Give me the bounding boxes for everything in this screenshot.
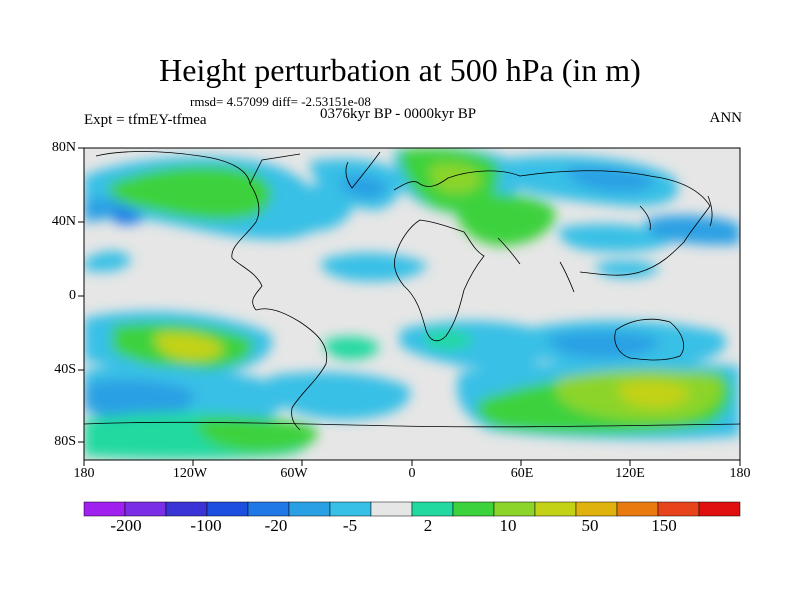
coastline [84, 421, 740, 428]
coastlines [84, 151, 740, 431]
lat-label-eq: 0 [69, 288, 76, 303]
colorbar-swatch [698, 501, 741, 517]
contour-region [618, 381, 690, 408]
coastline [639, 205, 651, 231]
colorbar-swatch [657, 501, 700, 517]
colorbar-label: 50 [581, 516, 599, 535]
colorbar-swatch [411, 501, 454, 517]
coastline [497, 237, 521, 265]
lon-label-120e: 120E [615, 466, 645, 481]
colorbar-swatch [288, 501, 331, 517]
colorbar-swatch [575, 501, 618, 517]
contour-region [266, 184, 354, 232]
coastline [345, 151, 381, 189]
lat-label-80n: 80N [51, 140, 76, 155]
colorbar-swatch [165, 501, 208, 517]
colorbar-swatch [493, 501, 536, 517]
coastline [95, 151, 301, 311]
contour-region [424, 330, 474, 350]
coastline [559, 261, 575, 293]
stats-text: rmsd= 4.57099 diff= -2.53151e-08 [190, 94, 371, 109]
axis-ticks [78, 147, 741, 466]
colorbar-swatch [206, 501, 249, 517]
contour-region [266, 372, 411, 420]
contour-region [559, 223, 676, 252]
contour-region [155, 332, 224, 361]
lat-label-80s: 80S [54, 434, 76, 449]
lon-label-180w: 180 [73, 466, 95, 481]
lat-label-40n: 40N [51, 214, 76, 229]
contour-region [595, 260, 660, 278]
coastline [614, 318, 684, 361]
contour-region [339, 175, 388, 199]
coastline [393, 170, 711, 276]
period-label: 0376kyr BP - 0000kyr BP [320, 106, 477, 122]
contour-region [324, 336, 380, 360]
colorbar-label: -20 [264, 516, 288, 535]
colorbar-swatch [370, 501, 413, 517]
colorbar-label: -5 [342, 516, 358, 535]
contour-field [84, 148, 740, 460]
colorbar-label: 2 [423, 516, 433, 535]
colorbar-swatch [452, 501, 495, 517]
colorbar-label: 10 [499, 516, 517, 535]
lon-label-180e: 180 [729, 466, 751, 481]
contour-region [84, 251, 132, 272]
page-title: Height perturbation at 500 hPa (in m) [159, 52, 641, 88]
contour-region [84, 379, 195, 420]
colorbar-swatch [616, 501, 659, 517]
lon-label-60w: 60W [280, 466, 308, 481]
colorbar-label: 150 [651, 516, 677, 535]
colorbar-label: -200 [110, 516, 142, 535]
lat-label-40s: 40S [54, 362, 76, 377]
colorbar [83, 501, 741, 517]
contour-region [548, 331, 660, 359]
coastline [255, 308, 328, 431]
colorbar-swatch [83, 501, 126, 517]
contour-region [456, 193, 556, 246]
contour-region [84, 198, 130, 222]
coastline [707, 195, 713, 227]
coastline [394, 219, 485, 342]
contour-region [108, 165, 273, 221]
contour-region [429, 163, 482, 194]
contour-region [566, 166, 656, 192]
colorbar-swatch [534, 501, 577, 517]
season-label: ANN [709, 110, 743, 126]
lon-label-60e: 60E [510, 466, 534, 481]
contour-region [196, 417, 318, 452]
contour-regions [84, 148, 740, 459]
contour-region [321, 252, 428, 282]
experiment-label: Expt = tfmEY-tfmea [84, 112, 207, 128]
lon-label-120w: 120W [172, 466, 208, 481]
colorbar-swatch [329, 501, 372, 517]
colorbar-swatch [124, 501, 167, 517]
colorbar-swatch [247, 501, 290, 517]
colorbar-label: -100 [190, 516, 222, 535]
lon-label-0: 0 [408, 466, 416, 481]
contour-region [112, 210, 144, 225]
